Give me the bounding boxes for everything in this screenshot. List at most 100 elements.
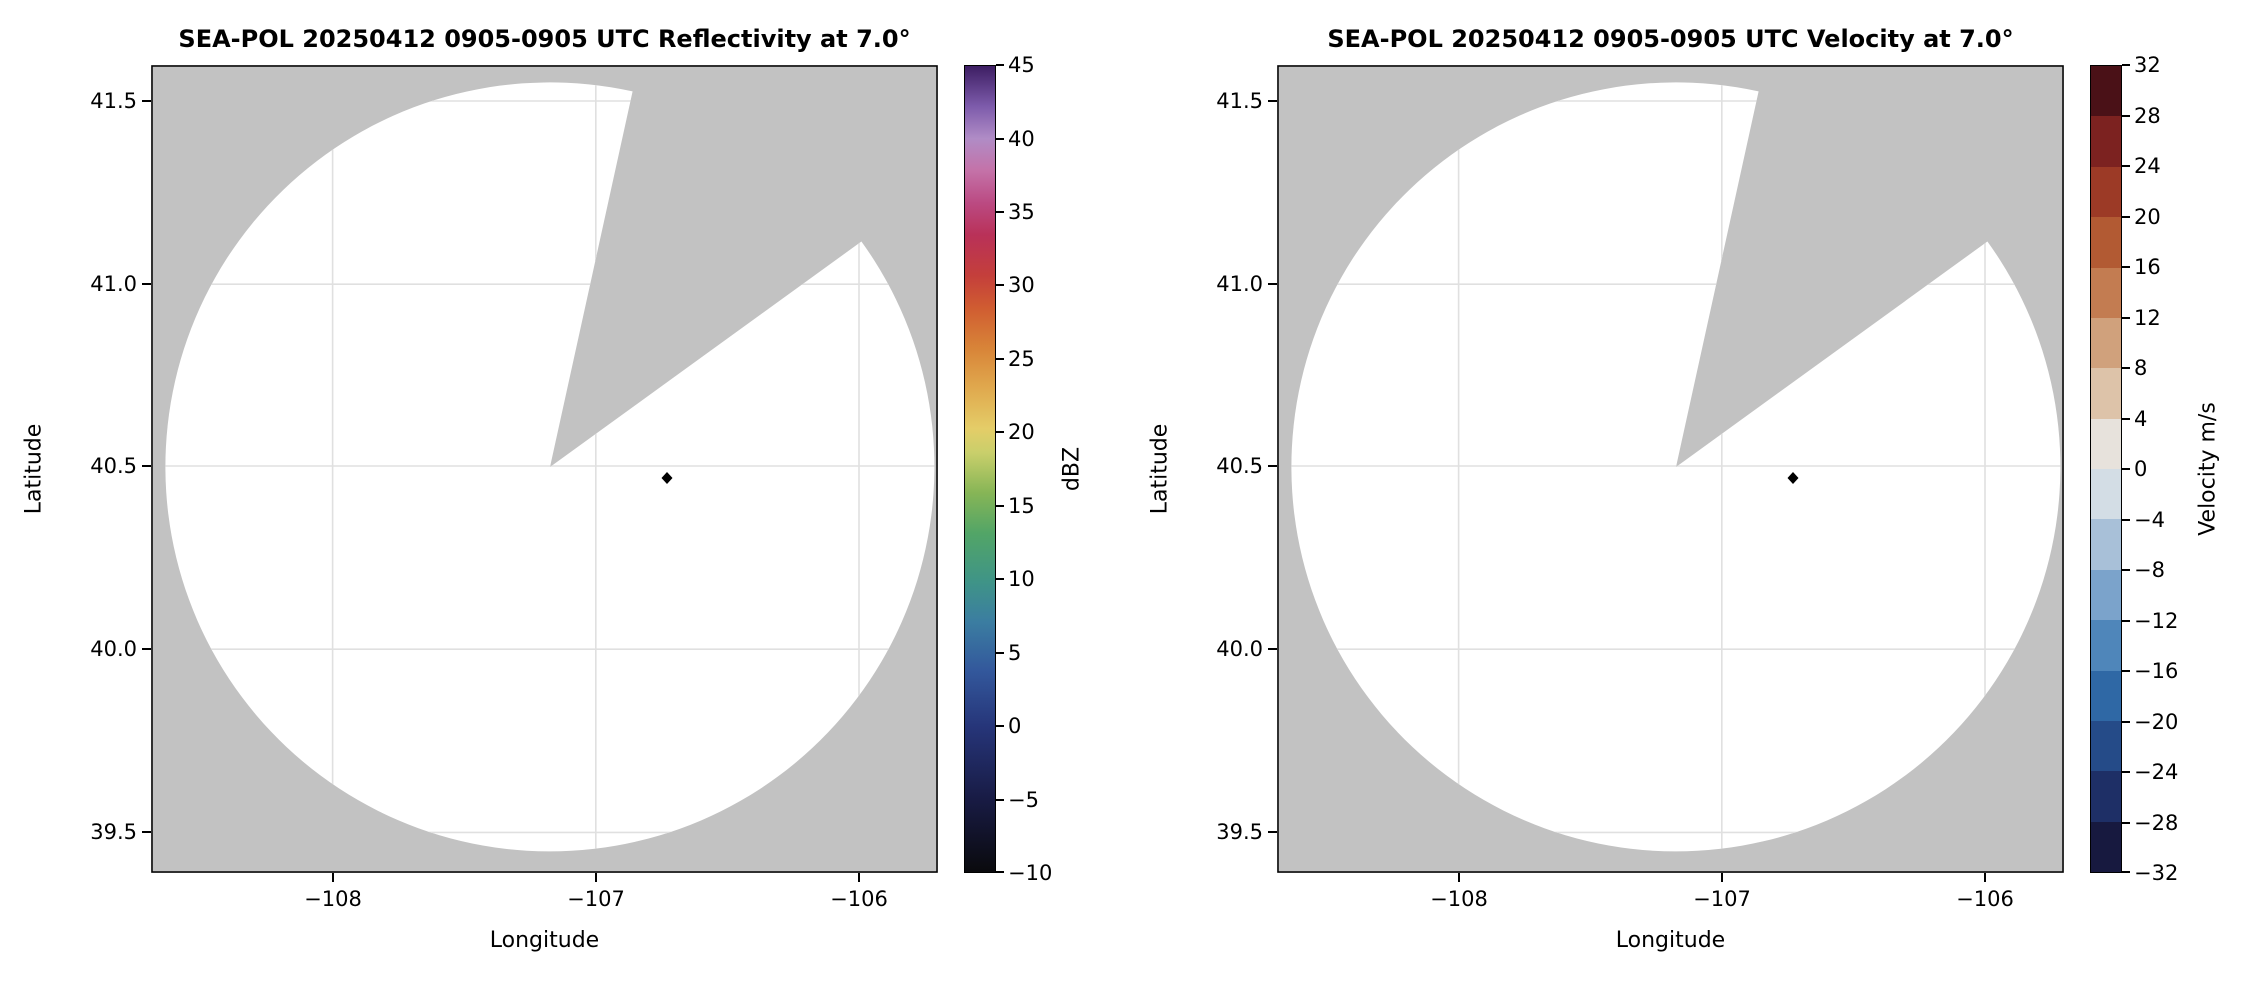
tick-mark [996, 284, 1004, 286]
x-tick-label: −106 [830, 887, 888, 911]
colorbar-tick-label: −16 [2134, 659, 2179, 683]
colorbar-tick-label: −4 [2134, 508, 2165, 532]
colorbar-tick-label: 32 [2134, 53, 2161, 77]
tick-mark [996, 578, 1004, 580]
reflectivity-title: SEA-POL 20250412 0905-0905 UTC Reflectiv… [178, 25, 911, 53]
tick-mark [2122, 721, 2130, 723]
tick-mark [996, 871, 1004, 873]
tick-mark [2122, 64, 2130, 66]
tick-mark [2122, 670, 2130, 672]
tick-mark [996, 358, 1004, 360]
tick-mark [2122, 519, 2130, 521]
colorbar-tick-label: 16 [2134, 255, 2161, 279]
colorbar-tick-label: 0 [2134, 457, 2148, 481]
site-marker [1787, 472, 1799, 484]
tick-mark [1721, 873, 1723, 882]
tick-mark [1268, 831, 1277, 833]
y-tick-label: 41.0 [1216, 272, 1263, 296]
tick-mark [996, 138, 1004, 140]
colorbar-tick-label: 20 [1008, 420, 1035, 444]
tick-mark [2122, 115, 2130, 117]
colorbar-tick-label: 10 [1008, 567, 1035, 591]
gridlines [165, 82, 935, 852]
colorbar-tick-label: −8 [2134, 558, 2165, 582]
tick-mark [1268, 465, 1277, 467]
colorbar-tick-label: −32 [2134, 861, 2179, 885]
colorbar-tick-label: −10 [1008, 861, 1053, 885]
y-tick-label: 41.5 [1216, 89, 1263, 113]
tick-mark [2122, 620, 2130, 622]
tick-mark [2122, 266, 2130, 268]
reflectivity-y-axis-label: Latitude [21, 423, 47, 515]
colorbar-tick-label: −20 [2134, 710, 2179, 734]
tick-mark [2122, 165, 2130, 167]
colorbar-tick-label: −28 [2134, 811, 2179, 835]
tick-mark [2122, 871, 2130, 873]
y-tick-label: 40.0 [90, 637, 137, 661]
tick-mark [2122, 367, 2130, 369]
tick-mark [142, 648, 151, 650]
tick-mark [142, 100, 151, 102]
velocity-colorbar [2090, 65, 2122, 873]
tick-mark [996, 652, 1004, 654]
velocity-plot [1277, 65, 2064, 873]
colorbar-tick-label: 20 [2134, 205, 2161, 229]
y-tick-label: 39.5 [90, 820, 137, 844]
reflectivity-plot [151, 65, 938, 873]
x-tick-label: −108 [1430, 887, 1488, 911]
colorbar-tick-label: −12 [2134, 609, 2179, 633]
tick-mark [996, 211, 1004, 213]
tick-mark [858, 873, 860, 882]
colorbar-tick-label: 28 [2134, 104, 2161, 128]
tick-mark [332, 873, 334, 882]
tick-mark [142, 283, 151, 285]
tick-mark [1268, 283, 1277, 285]
tick-mark [996, 64, 1004, 66]
tick-mark [2122, 317, 2130, 319]
tick-mark [996, 431, 1004, 433]
plot-border [1277, 65, 2064, 873]
scan-area [165, 82, 935, 852]
tick-mark [996, 799, 1004, 801]
velocity-colorbar-label: Velocity m/s [2195, 402, 2221, 536]
tick-mark [2122, 216, 2130, 218]
colorbar-tick-label: 8 [2134, 356, 2148, 380]
y-tick-label: 39.5 [1216, 820, 1263, 844]
tick-mark [1268, 100, 1277, 102]
tick-mark [1458, 873, 1460, 882]
velocity-x-axis-label: Longitude [1615, 928, 1726, 953]
colorbar-tick-label: 30 [1008, 273, 1035, 297]
colorbar-tick-label: 45 [1008, 53, 1035, 77]
tick-mark [996, 725, 1004, 727]
tick-mark [2122, 468, 2130, 470]
y-tick-label: 40.0 [1216, 637, 1263, 661]
velocity-title: SEA-POL 20250412 0905-0905 UTC Velocity … [1327, 25, 2014, 53]
colorbar-tick-label: 0 [1008, 714, 1022, 738]
tick-mark [142, 465, 151, 467]
tick-mark [1984, 873, 1986, 882]
tick-mark [595, 873, 597, 882]
x-tick-label: −106 [1956, 887, 2014, 911]
y-tick-label: 41.5 [90, 89, 137, 113]
y-tick-label: 41.0 [90, 272, 137, 296]
tick-mark [996, 505, 1004, 507]
colorbar-tick-label: 4 [2134, 407, 2148, 431]
colorbar-tick-label: −24 [2134, 760, 2179, 784]
x-tick-label: −108 [304, 887, 362, 911]
tick-mark [2122, 771, 2130, 773]
reflectivity-colorbar [964, 65, 996, 873]
colorbar-tick-label: 40 [1008, 127, 1035, 151]
colorbar-tick-label: 35 [1008, 200, 1035, 224]
plot-border [151, 65, 938, 873]
tick-mark [2122, 418, 2130, 420]
colorbar-tick-label: 12 [2134, 306, 2161, 330]
colorbar-tick-label: 15 [1008, 494, 1035, 518]
colorbar-tick-label: −5 [1008, 788, 1039, 812]
tick-mark [2122, 569, 2130, 571]
x-tick-label: −107 [1693, 887, 1751, 911]
y-tick-label: 40.5 [1216, 454, 1263, 478]
tick-mark [2122, 822, 2130, 824]
scan-area [1291, 82, 2061, 852]
colorbar-tick-label: 25 [1008, 347, 1035, 371]
